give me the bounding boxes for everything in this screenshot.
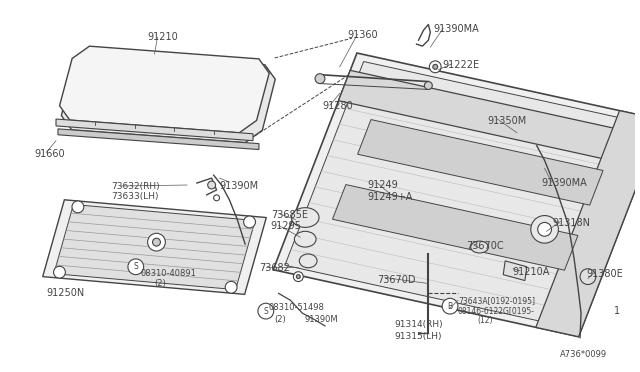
Circle shape — [580, 269, 596, 285]
Text: 91315(LH): 91315(LH) — [394, 332, 442, 341]
Circle shape — [258, 303, 274, 319]
Polygon shape — [503, 261, 527, 280]
Text: 91250N: 91250N — [46, 288, 84, 298]
Text: A736*0099: A736*0099 — [561, 350, 607, 359]
Ellipse shape — [300, 254, 317, 268]
Polygon shape — [332, 185, 578, 270]
Polygon shape — [60, 46, 269, 133]
Text: 91660: 91660 — [35, 148, 65, 158]
Text: 73633(LH): 73633(LH) — [111, 192, 159, 201]
Text: 1: 1 — [614, 306, 620, 316]
Text: 08310-40891: 08310-40891 — [141, 269, 196, 278]
Text: 73643A[0192-0195]: 73643A[0192-0195] — [458, 296, 535, 305]
Circle shape — [128, 259, 143, 275]
Circle shape — [433, 64, 438, 69]
Text: 08310-51498: 08310-51498 — [269, 303, 324, 312]
Circle shape — [296, 275, 300, 279]
Circle shape — [225, 281, 237, 293]
Polygon shape — [273, 53, 640, 337]
Polygon shape — [339, 70, 640, 168]
Ellipse shape — [291, 208, 319, 227]
Text: 91210A: 91210A — [512, 267, 550, 277]
Text: 91295: 91295 — [271, 221, 301, 231]
Text: 91318N: 91318N — [552, 218, 591, 228]
Text: 91390MA: 91390MA — [541, 178, 588, 188]
Polygon shape — [536, 110, 640, 337]
Ellipse shape — [294, 231, 316, 247]
Text: (2): (2) — [275, 315, 287, 324]
Text: 73682: 73682 — [259, 263, 290, 273]
Circle shape — [424, 81, 432, 89]
Text: 91350M: 91350M — [488, 116, 527, 126]
Circle shape — [54, 266, 65, 278]
Circle shape — [214, 195, 220, 201]
Circle shape — [148, 233, 165, 251]
Polygon shape — [54, 205, 255, 290]
Circle shape — [152, 238, 161, 246]
Text: 73670C: 73670C — [466, 241, 504, 251]
Circle shape — [429, 61, 441, 73]
Circle shape — [244, 216, 255, 228]
Polygon shape — [285, 61, 640, 328]
Circle shape — [293, 272, 303, 282]
Polygon shape — [43, 200, 266, 294]
Text: 91360: 91360 — [348, 31, 378, 40]
Text: 73632(RH): 73632(RH) — [111, 182, 160, 191]
Circle shape — [208, 181, 216, 189]
Text: B: B — [447, 302, 452, 311]
Text: 73670D: 73670D — [377, 275, 415, 285]
Text: 91280: 91280 — [322, 101, 353, 111]
Ellipse shape — [470, 241, 488, 253]
Text: 91380E: 91380E — [586, 269, 623, 279]
Text: 91314(RH): 91314(RH) — [394, 320, 442, 329]
Circle shape — [531, 215, 558, 243]
Text: S: S — [133, 262, 138, 271]
Text: 91390MA: 91390MA — [433, 25, 479, 35]
Circle shape — [315, 74, 325, 84]
Text: 08146-6122G[0195-: 08146-6122G[0195- — [458, 306, 535, 315]
Text: 91222E: 91222E — [442, 60, 479, 70]
Polygon shape — [61, 52, 275, 142]
Text: S: S — [264, 307, 268, 315]
Circle shape — [442, 298, 458, 314]
Text: 91390M: 91390M — [304, 315, 338, 324]
Text: 91249: 91249 — [367, 180, 398, 190]
Text: (2): (2) — [154, 279, 166, 288]
Text: 73685E: 73685E — [271, 210, 308, 219]
Text: (12): (12) — [477, 316, 493, 325]
Text: 91390M: 91390M — [220, 181, 259, 191]
Polygon shape — [358, 119, 603, 205]
Polygon shape — [58, 129, 259, 150]
Circle shape — [72, 201, 84, 213]
Polygon shape — [56, 119, 253, 141]
Circle shape — [538, 222, 552, 236]
Text: 91210: 91210 — [148, 32, 179, 42]
Text: 91249+A: 91249+A — [367, 192, 413, 202]
